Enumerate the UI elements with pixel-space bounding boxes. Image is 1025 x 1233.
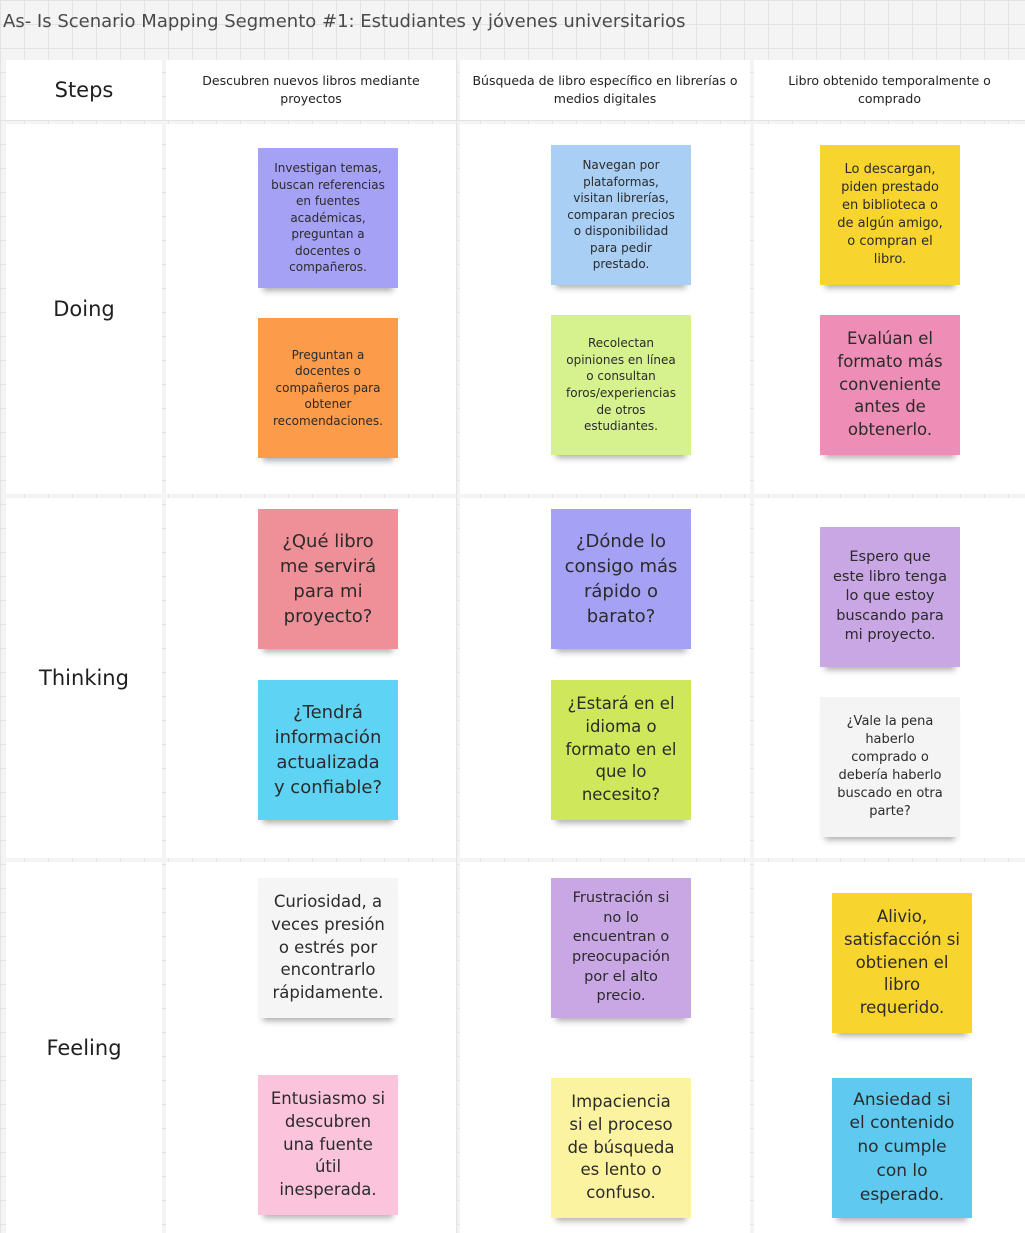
sticky-note[interactable]: Navegan por plataformas, visitan librerí… [551, 145, 691, 285]
row-label-thinking: Thinking [39, 666, 129, 690]
sticky-note-text: ¿Vale la pena haberlo comprado o debería… [837, 714, 943, 819]
sticky-note-text: ¿Qué libro me servirá para mi proyecto? [279, 530, 377, 628]
sticky-note-text: Evalúan el formato más conveniente antes… [837, 329, 943, 440]
board-title: As- Is Scenario Mapping Segmento #1: Est… [3, 11, 686, 32]
sticky-note[interactable]: ¿Vale la pena haberlo comprado o debería… [820, 697, 960, 837]
sticky-note-text: ¿Dónde lo consigo más rápido o barato? [564, 530, 678, 628]
sticky-note-text: Lo descargan, piden prestado en bibliote… [837, 162, 943, 267]
row-label-doing-cell: Doing [6, 124, 162, 494]
sticky-note[interactable]: Ansiedad si el contenido no cumple con l… [832, 1078, 972, 1218]
sticky-note[interactable]: Lo descargan, piden prestado en bibliote… [820, 145, 960, 285]
sticky-note-text: Espero que este libro tenga lo que estoy… [833, 549, 947, 644]
sticky-note[interactable]: Curiosidad, a veces presión o estrés por… [258, 878, 398, 1018]
sticky-note-text: Ansiedad si el contenido no cumple con l… [849, 1089, 955, 1205]
sticky-note-text: Curiosidad, a veces presión o estrés por… [271, 892, 385, 1003]
sticky-note-text: Recolectan opiniones en línea o consulta… [566, 336, 676, 434]
sticky-note-text: Preguntan a docentes o compañeros para o… [273, 347, 383, 428]
sticky-note-text: ¿Tendrá información actualizada y confia… [273, 701, 383, 799]
sticky-note-text: ¿Estará en el idioma o formato en el que… [565, 694, 677, 805]
step-header-3: Libro obtenido temporalmente o comprado [754, 60, 1025, 120]
sticky-note[interactable]: Espero que este libro tenga lo que estoy… [820, 527, 960, 667]
sticky-note[interactable]: Preguntan a docentes o compañeros para o… [258, 318, 398, 458]
sticky-note[interactable]: Recolectan opiniones en línea o consulta… [551, 315, 691, 455]
step-header-1: Descubren nuevos libros mediante proyect… [166, 60, 456, 120]
sticky-note-text: Impaciencia si el proceso de búsqueda es… [567, 1092, 675, 1203]
sticky-note[interactable]: Entusiasmo si descubren una fuente útil … [258, 1075, 398, 1215]
sticky-note[interactable]: ¿Qué libro me servirá para mi proyecto? [258, 509, 398, 649]
sticky-note[interactable]: ¿Tendrá información actualizada y confia… [258, 680, 398, 820]
sticky-note-text: Alivio, satisfacción si obtienen el libr… [844, 907, 960, 1018]
sticky-note-text: Entusiasmo si descubren una fuente útil … [270, 1089, 386, 1200]
row-label-doing: Doing [53, 297, 115, 321]
sticky-note[interactable]: ¿Dónde lo consigo más rápido o barato? [551, 509, 691, 649]
sticky-note-text: Frustración si no lo encuentran o preocu… [572, 890, 670, 1005]
row-label-feeling: Feeling [46, 1035, 122, 1060]
sticky-note-text: Investigan temas, buscan referencias en … [271, 161, 385, 275]
sticky-note[interactable]: Frustración si no lo encuentran o preocu… [551, 878, 691, 1018]
row-label-thinking-cell: Thinking [6, 498, 162, 858]
sticky-note[interactable]: Impaciencia si el proceso de búsqueda es… [551, 1078, 691, 1218]
sticky-note[interactable]: ¿Estará en el idioma o formato en el que… [551, 680, 691, 820]
row-label-steps: Steps [54, 78, 114, 102]
sticky-note[interactable]: Evalúan el formato más conveniente antes… [820, 315, 960, 455]
sticky-note[interactable]: Investigan temas, buscan referencias en … [258, 148, 398, 288]
sticky-note[interactable]: Alivio, satisfacción si obtienen el libr… [832, 893, 972, 1033]
row-label-steps-cell: Steps [6, 60, 162, 120]
step-header-2: Búsqueda de libro específico en librería… [460, 60, 750, 120]
row-label-feeling-cell: Feeling [6, 862, 162, 1233]
sticky-note-text: Navegan por plataformas, visitan librerí… [567, 158, 675, 272]
